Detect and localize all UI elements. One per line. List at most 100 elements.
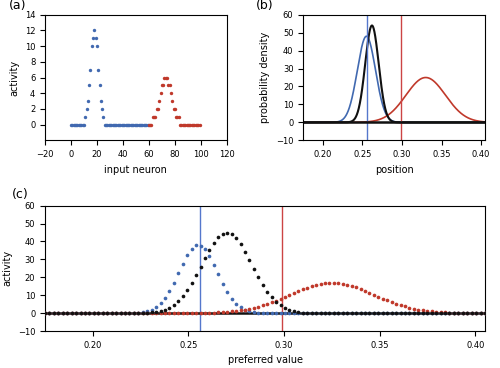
Point xyxy=(108,122,116,128)
Point xyxy=(210,262,218,268)
Point xyxy=(392,301,400,307)
Point xyxy=(414,307,422,312)
Point xyxy=(122,122,130,128)
Point xyxy=(250,309,258,315)
Point xyxy=(86,310,94,316)
Point xyxy=(141,122,149,128)
Point xyxy=(326,280,334,286)
Point xyxy=(432,310,440,316)
Point xyxy=(232,308,240,314)
Point xyxy=(174,270,182,276)
Point xyxy=(339,310,347,316)
Point xyxy=(339,310,347,316)
Point xyxy=(388,310,396,316)
Point xyxy=(276,296,284,302)
Y-axis label: activity: activity xyxy=(9,60,19,96)
Point xyxy=(68,122,76,128)
Point xyxy=(46,310,54,316)
Point xyxy=(188,280,196,286)
X-axis label: input neuron: input neuron xyxy=(104,164,168,174)
Point xyxy=(112,122,120,128)
Point xyxy=(170,302,178,308)
Point xyxy=(401,310,409,316)
Point xyxy=(343,310,351,316)
Point xyxy=(134,310,142,316)
Point xyxy=(90,28,98,33)
Point xyxy=(68,310,76,316)
Point xyxy=(334,310,342,316)
Point xyxy=(246,308,254,314)
Point xyxy=(160,75,168,81)
Point xyxy=(59,310,67,316)
Point xyxy=(299,286,307,292)
Point xyxy=(352,310,360,316)
Point xyxy=(148,309,156,315)
Point xyxy=(72,310,80,316)
Point xyxy=(93,43,101,49)
Point xyxy=(162,75,170,81)
Point xyxy=(228,231,235,237)
Point xyxy=(148,307,156,312)
Point xyxy=(468,310,475,316)
Point xyxy=(178,122,186,128)
Point xyxy=(419,310,427,316)
X-axis label: position: position xyxy=(374,164,414,174)
Point xyxy=(259,282,267,288)
Point xyxy=(193,122,201,128)
Point xyxy=(352,310,360,316)
Point xyxy=(206,253,214,259)
Point xyxy=(183,310,191,316)
Point xyxy=(130,310,138,316)
Point xyxy=(152,310,160,316)
Point xyxy=(100,114,108,120)
Text: (b): (b) xyxy=(256,0,274,12)
Y-axis label: probability density: probability density xyxy=(260,32,270,123)
Point xyxy=(334,310,342,316)
Point xyxy=(406,305,413,311)
Point xyxy=(312,282,320,288)
Point xyxy=(250,266,258,272)
Point xyxy=(201,310,209,316)
Point xyxy=(81,310,89,316)
Point xyxy=(120,122,128,128)
Point xyxy=(206,310,214,316)
Point xyxy=(114,122,122,128)
Point xyxy=(481,310,489,316)
Point xyxy=(116,310,124,316)
Point xyxy=(126,122,134,128)
Point xyxy=(154,106,162,112)
Point xyxy=(454,310,462,316)
Point xyxy=(410,310,418,316)
Point xyxy=(71,122,79,128)
Point xyxy=(84,98,92,104)
Point xyxy=(126,310,134,316)
Point xyxy=(299,310,307,316)
Point xyxy=(102,122,110,128)
Point xyxy=(361,310,369,316)
Point xyxy=(130,310,138,316)
Point xyxy=(74,122,82,128)
Point xyxy=(136,122,144,128)
Point xyxy=(419,310,427,316)
Point xyxy=(481,310,489,316)
Point xyxy=(481,310,489,316)
Point xyxy=(156,300,164,306)
Point xyxy=(54,310,62,316)
Point xyxy=(321,280,329,286)
Point xyxy=(158,82,166,88)
Point xyxy=(326,310,334,316)
Point xyxy=(112,310,120,316)
Point xyxy=(312,310,320,316)
Point xyxy=(121,310,129,316)
Point xyxy=(94,310,102,316)
Point xyxy=(182,122,190,128)
Point xyxy=(188,246,196,252)
Point xyxy=(254,310,262,316)
Point xyxy=(68,310,76,316)
Point xyxy=(143,310,151,316)
Point xyxy=(210,310,218,316)
Point xyxy=(104,122,112,128)
Point xyxy=(441,310,449,316)
Point xyxy=(108,310,116,316)
Point xyxy=(108,310,116,316)
